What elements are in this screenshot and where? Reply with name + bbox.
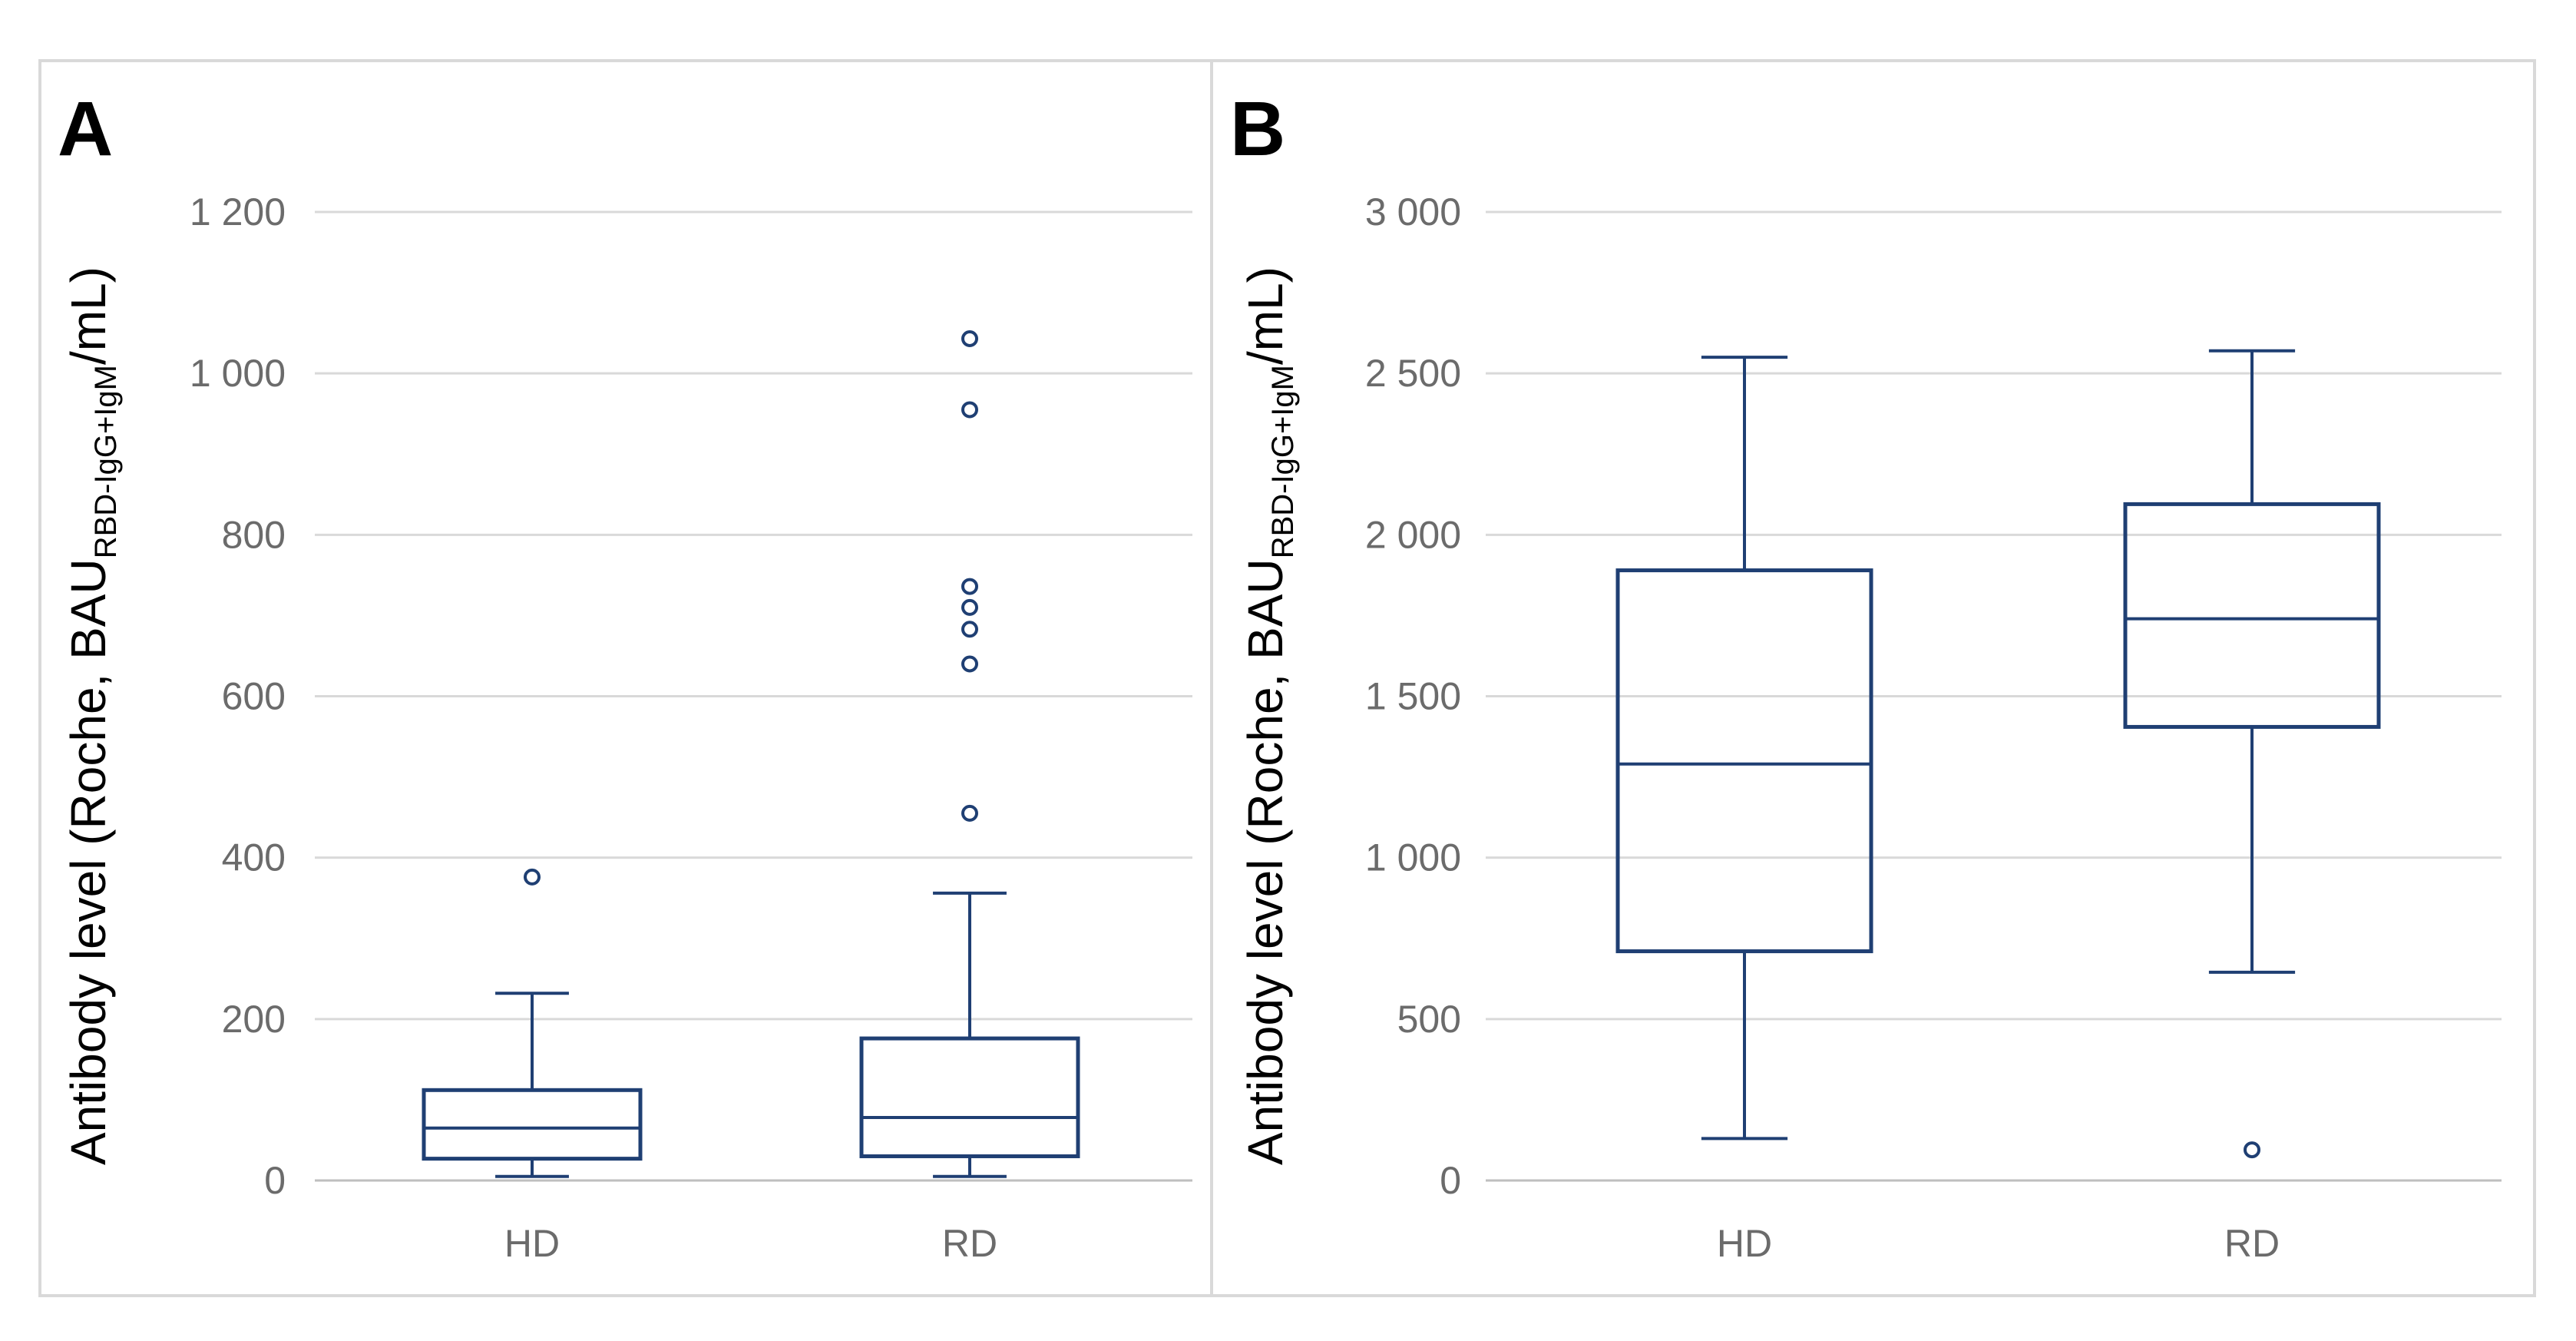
panel-a-y-tick-label: 800 — [222, 513, 286, 556]
panel-a-y-tick-label: 200 — [222, 998, 286, 1041]
panel-a-rd-outlier-point — [961, 329, 978, 347]
panel-b-hd-box — [1615, 568, 1873, 954]
panel-b-y-tick-label: 0 — [1440, 1159, 1461, 1202]
panel-a-hd-boxplot — [422, 868, 643, 1178]
panel-a-hd-box — [422, 1088, 643, 1161]
panel-b-y-axis-label: Antibody level (Roche, BAURBD-IgG+IgM/mL… — [1238, 267, 1300, 1165]
panel-a-y-tick-label: 1 200 — [190, 190, 286, 233]
panel-b-y-tick-label: 2 500 — [1365, 352, 1461, 395]
panel-a-rd-outlier-point — [961, 621, 978, 638]
panel-a-hd-category-label: HD — [504, 1222, 560, 1265]
panel-a-y-axis-label-main: Antibody level (Roche, BAU — [61, 558, 116, 1165]
panel-a-rd-category-label: RD — [942, 1222, 997, 1265]
panel-a-rd-boxplot — [859, 329, 1080, 1178]
panel-a-y-tick-label: 0 — [264, 1159, 286, 1202]
panel-b-rd-box — [2123, 502, 2381, 729]
panel-a: A 0 200 400 600 800 1 000 1 200 HD RD Antibody … — [58, 86, 1192, 1265]
panel-a-rd-outlier-point — [961, 578, 978, 595]
panel-b: B 0 500 1 000 1 500 2 000 2 500 3 000 HD RD Ant… — [1230, 86, 2502, 1265]
panel-a-rd-outlier-point — [961, 804, 978, 822]
panel-a-y-axis-label-subscript: RBD-IgG+IgM — [89, 365, 123, 558]
panel-b-y-axis-label-subscript: RBD-IgG+IgM — [1266, 365, 1300, 558]
panel-a-rd-outlier-point — [961, 655, 978, 673]
panel-b-rd-category-label: RD — [2224, 1222, 2280, 1265]
panel-a-rd-box — [859, 1036, 1080, 1158]
panel-b-y-axis-label-main: Antibody level (Roche, BAU — [1238, 558, 1293, 1165]
panel-a-rd-outlier-point — [961, 598, 978, 616]
panel-b-hd-boxplot — [1615, 356, 1873, 1141]
panel-b-border — [1210, 59, 2536, 1297]
panel-b-letter: B — [1230, 86, 1285, 172]
panel-a-y-axis-label: Antibody level (Roche, BAURBD-IgG+IgM/mL… — [61, 267, 123, 1165]
panel-a-rd-outlier-point — [961, 401, 978, 419]
panel-b-hd-category-label: HD — [1717, 1222, 1772, 1265]
panel-a-letter: A — [58, 86, 113, 172]
panel-a-hd-outlier-point — [524, 868, 541, 886]
panel-b-y-tick-label: 2 000 — [1365, 513, 1461, 556]
panel-b-y-tick-label: 3 000 — [1365, 190, 1461, 233]
panel-b-y-tick-label: 1 500 — [1365, 675, 1461, 718]
panel-a-border — [38, 59, 1213, 1297]
panel-a-y-tick-label: 1 000 — [190, 352, 286, 395]
panel-a-y-axis-label-suffix: /mL) — [61, 267, 116, 365]
panel-b-rd-boxplot — [2123, 349, 2381, 1159]
panel-b-y-tick-label: 500 — [1397, 998, 1461, 1041]
panel-a-y-tick-label: 400 — [222, 836, 286, 879]
panel-a-y-tick-label: 600 — [222, 675, 286, 718]
panel-b-rd-outlier-point — [2244, 1141, 2260, 1159]
panel-b-y-axis-label-suffix: /mL) — [1238, 267, 1293, 365]
panel-b-y-tick-label: 1 000 — [1365, 836, 1461, 879]
